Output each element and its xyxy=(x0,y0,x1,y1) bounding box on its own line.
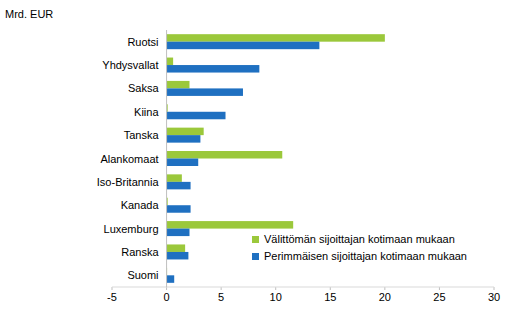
bar xyxy=(167,182,191,190)
bar xyxy=(167,252,189,259)
category-label: Alankomaat xyxy=(100,153,158,165)
x-tick-label: 10 xyxy=(270,291,282,303)
category-label: Ranska xyxy=(121,246,159,258)
bar xyxy=(167,221,294,229)
legend-swatch xyxy=(252,236,259,243)
category-label: Suomi xyxy=(127,269,158,281)
x-axis-line xyxy=(112,287,494,288)
chart: Mrd. EUR -5 0 5 10 15 20 25 30 Ruotsi Yhdysvallat S… xyxy=(0,0,532,326)
bar xyxy=(167,151,283,159)
axis-unit-label: Mrd. EUR xyxy=(5,8,53,20)
chart-container: Mrd. EUR -5 0 5 10 15 20 25 30 Ruotsi Yhdysvallat S… xyxy=(0,0,532,326)
legend-swatch xyxy=(252,253,259,260)
category-label: Yhdysvallat xyxy=(102,59,158,71)
bar xyxy=(167,229,190,237)
bar xyxy=(167,159,199,167)
x-tick-label: 15 xyxy=(324,291,336,303)
x-tick-label: 0 xyxy=(164,291,170,303)
category-label: Tanska xyxy=(124,129,160,141)
y-axis-line xyxy=(166,30,167,287)
bar xyxy=(167,58,174,66)
bar xyxy=(167,275,175,283)
category-label: Ruotsi xyxy=(127,36,158,48)
x-tick-label: 30 xyxy=(488,291,500,303)
bar xyxy=(167,34,385,42)
legend-label: Välittömän sijoittajan kotimaan mukaan xyxy=(264,233,455,245)
category-label: Kiina xyxy=(134,106,159,118)
bar xyxy=(167,42,320,50)
bar xyxy=(167,81,190,89)
bar xyxy=(167,65,260,73)
bar xyxy=(167,128,204,135)
bar xyxy=(167,135,201,143)
x-tick-label: 5 xyxy=(218,291,224,303)
bar xyxy=(167,244,186,252)
bar xyxy=(167,205,191,213)
category-label: Saksa xyxy=(128,82,159,94)
bar xyxy=(167,112,226,120)
category-label: Kanada xyxy=(121,199,160,211)
bar xyxy=(167,174,182,182)
x-tick-label: -5 xyxy=(107,291,117,303)
legend-label: Perimmäisen sijoittajan kotimaan mukaan xyxy=(264,250,467,262)
category-label: Luxemburg xyxy=(104,223,159,235)
bars xyxy=(167,34,385,283)
x-tick-label: 20 xyxy=(379,291,391,303)
x-tick-label: 25 xyxy=(433,291,445,303)
category-label: Iso-Britannia xyxy=(97,176,160,188)
bar xyxy=(167,88,243,96)
